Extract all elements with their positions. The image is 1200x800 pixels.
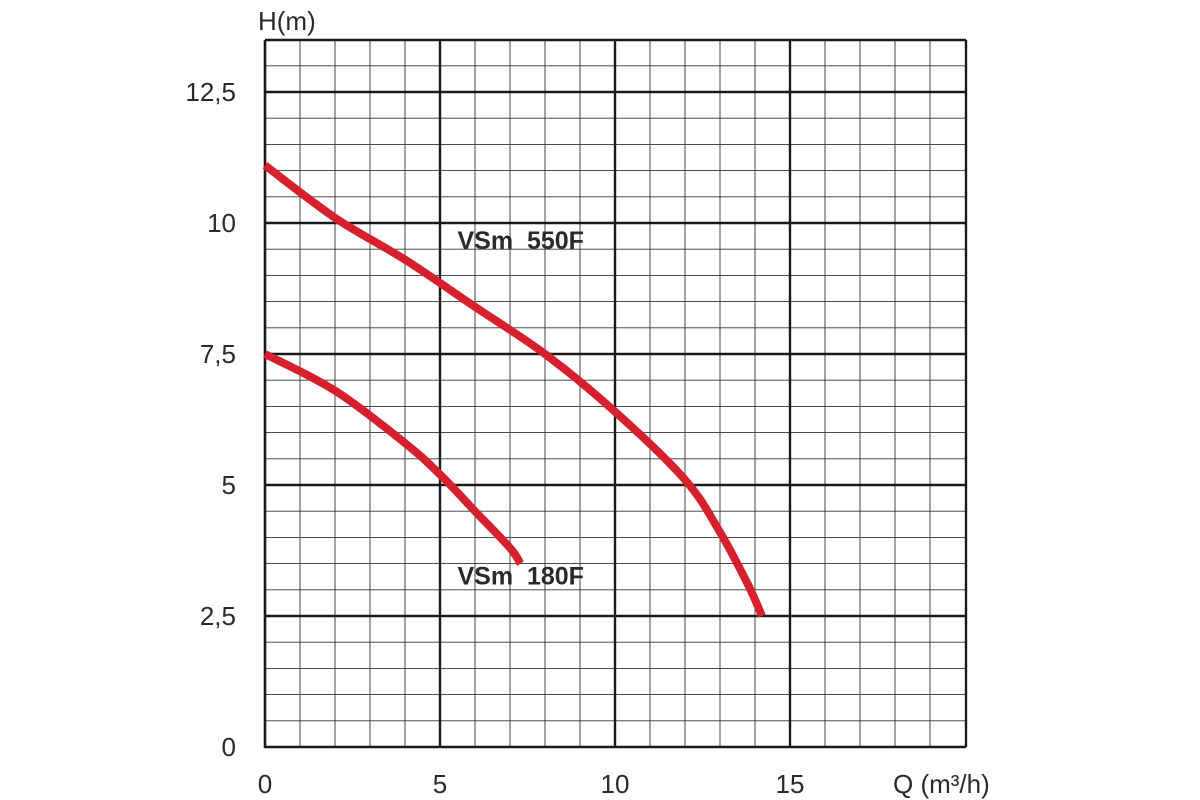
y-tick-label: 2,5	[200, 601, 236, 631]
x-tick-label: 0	[258, 769, 272, 799]
x-tick-labels: 0 5 10 15	[258, 769, 805, 799]
x-axis-label: Q (m³/h)	[893, 769, 990, 799]
y-axis-label: H(m)	[258, 6, 316, 36]
x-tick-label: 5	[433, 769, 447, 799]
y-tick-label: 10	[207, 208, 236, 238]
series-label: VSm 180F	[458, 563, 584, 591]
series-curve	[263, 350, 524, 566]
y-tick-label: 7,5	[200, 339, 236, 369]
x-tick-label: 10	[601, 769, 630, 799]
y-tick-label: 5	[222, 470, 236, 500]
series-curve	[262, 162, 766, 618]
y-tick-label: 12,5	[185, 77, 236, 107]
series-label: VSm 550F	[458, 227, 584, 255]
axes	[263, 38, 968, 749]
y-tick-labels: 0 2,5 5 7,5 10 12,5	[185, 77, 236, 762]
series-lines	[262, 162, 766, 618]
series-labels: VSm 550F VSm 180F	[458, 227, 584, 590]
y-tick-label: 0	[222, 732, 236, 762]
major-grid	[265, 40, 966, 747]
x-tick-label: 15	[776, 769, 805, 799]
